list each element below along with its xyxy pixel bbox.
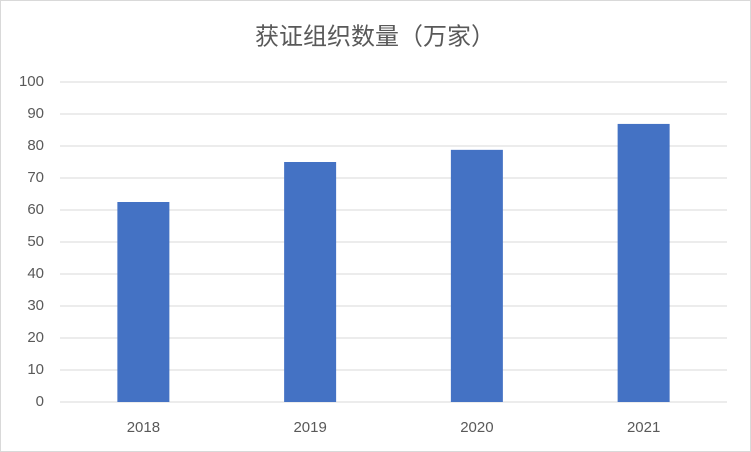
- bar: [284, 162, 337, 402]
- x-tick-label: 2019: [293, 419, 326, 436]
- bar: [117, 202, 170, 402]
- y-tick-label: 20: [27, 329, 44, 346]
- chart-title: 获证组织数量（万家）: [255, 23, 495, 50]
- y-tick-label: 60: [27, 201, 44, 218]
- x-tick-label: 2021: [627, 419, 660, 436]
- y-tick-label: 0: [36, 393, 44, 410]
- y-tick-label: 80: [27, 137, 44, 154]
- y-tick-label: 50: [27, 233, 44, 250]
- x-tick-label: 2018: [127, 419, 160, 436]
- y-tick-label: 40: [27, 265, 44, 282]
- y-tick-label: 90: [27, 105, 44, 122]
- y-tick-label: 30: [27, 297, 44, 314]
- y-tick-label: 10: [27, 361, 44, 378]
- x-tick-label: 2020: [460, 419, 493, 436]
- y-tick-label: 70: [27, 169, 44, 186]
- bar: [617, 123, 670, 403]
- y-tick-label: 100: [19, 73, 44, 90]
- bar: [450, 149, 503, 402]
